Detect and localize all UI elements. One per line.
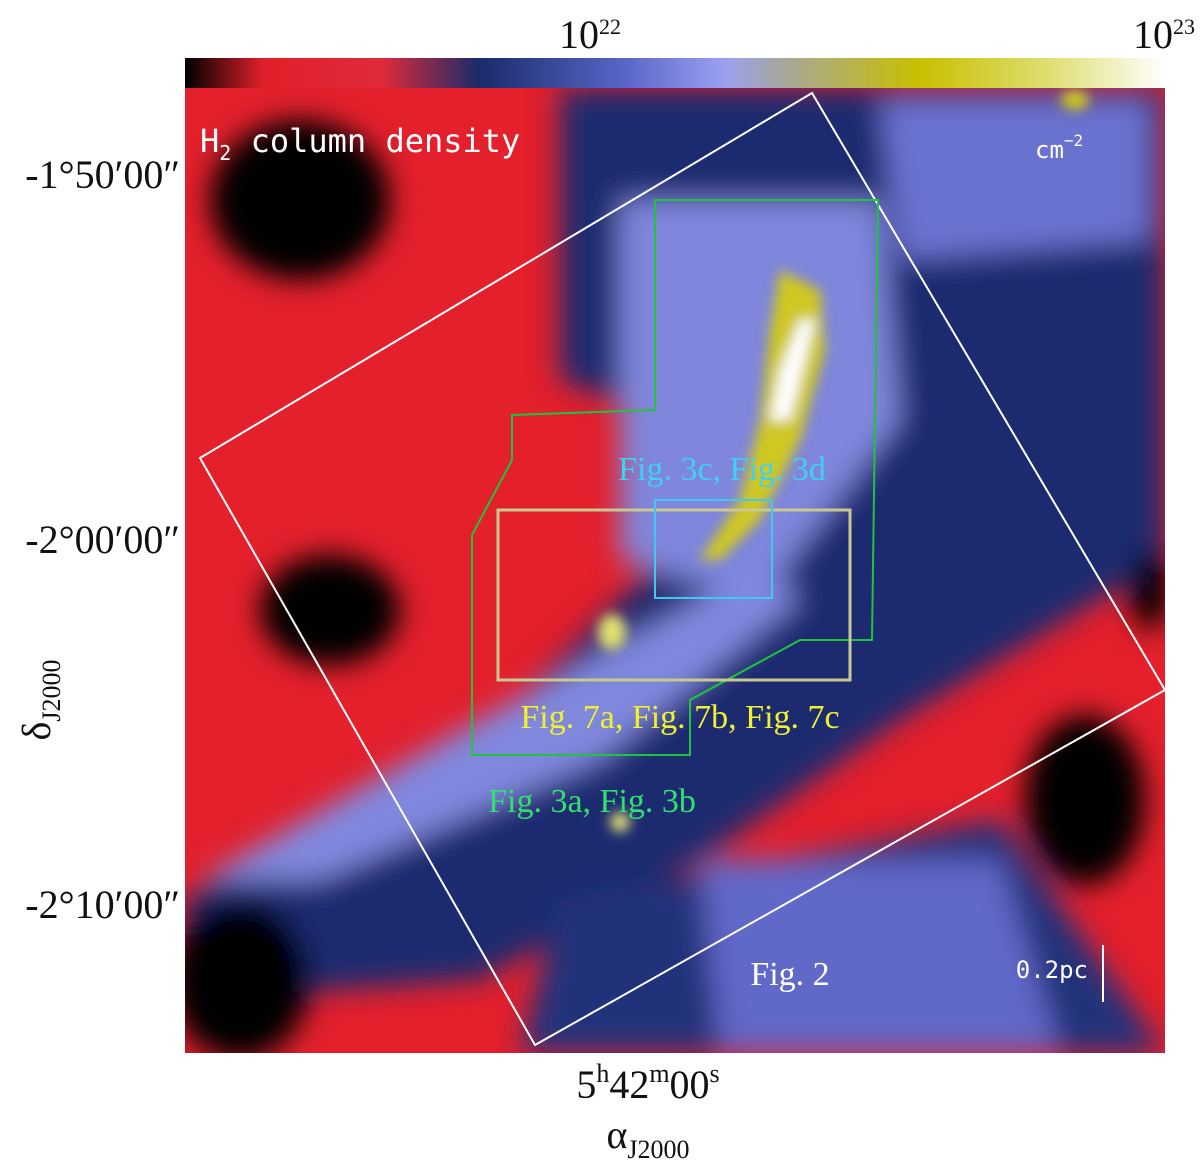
tick-part: h <box>596 1059 609 1088</box>
colorbar-tick: 1022 <box>559 12 621 57</box>
tick-base: 10 <box>559 12 599 57</box>
label-sub: J2000 <box>627 1135 689 1164</box>
unit-base: cm <box>1035 136 1064 164</box>
fig3cd-outline <box>654 499 773 599</box>
unit-label: cm−2 <box>1035 131 1083 164</box>
tick-part: m <box>649 1059 669 1088</box>
map-title: H2 column density <box>200 122 520 165</box>
fig3ab-outline <box>471 199 880 756</box>
y-tick-label: -2°10′00″ <box>25 882 180 927</box>
label-sub: J2000 <box>37 660 66 722</box>
fig7-outline <box>496 508 852 682</box>
y-axis-label: δJ2000 <box>14 660 66 741</box>
title-sub: 2 <box>219 141 231 165</box>
fig2-outline <box>198 91 1167 1047</box>
colorbar <box>185 58 1165 88</box>
tick-base: 10 <box>1133 12 1173 57</box>
scale-bar-label: 0.2pc <box>1016 956 1088 984</box>
tick-exp: 22 <box>599 14 621 39</box>
tick-part: s <box>710 1059 720 1088</box>
tick-part: 00 <box>670 1062 710 1107</box>
annotation: Fig. 2 <box>750 956 829 993</box>
x-axis-label: αJ2000 <box>606 1112 689 1164</box>
x-tick-label: 5h42m00s <box>576 1059 719 1107</box>
label-base: α <box>606 1112 627 1157</box>
tick-part: 5 <box>576 1062 596 1107</box>
annotation: Fig. 3c, Fig. 3d <box>618 451 826 488</box>
tick-exp: 23 <box>1173 14 1195 39</box>
y-tick-label: -1°50′00″ <box>25 152 180 197</box>
label-base: δ <box>14 722 59 741</box>
colorbar-tick: 1023 <box>1133 12 1195 57</box>
y-tick-label: -2°00′00″ <box>25 517 180 562</box>
title-main: H <box>200 122 219 160</box>
title-rest: column density <box>231 122 520 160</box>
column-density-map <box>185 88 1165 1053</box>
tick-part: 42 <box>609 1062 649 1107</box>
annotation: Fig. 3a, Fig. 3b <box>488 783 696 820</box>
unit-exp: −2 <box>1064 131 1083 150</box>
annotation: Fig. 7a, Fig. 7b, Fig. 7c <box>520 699 839 736</box>
